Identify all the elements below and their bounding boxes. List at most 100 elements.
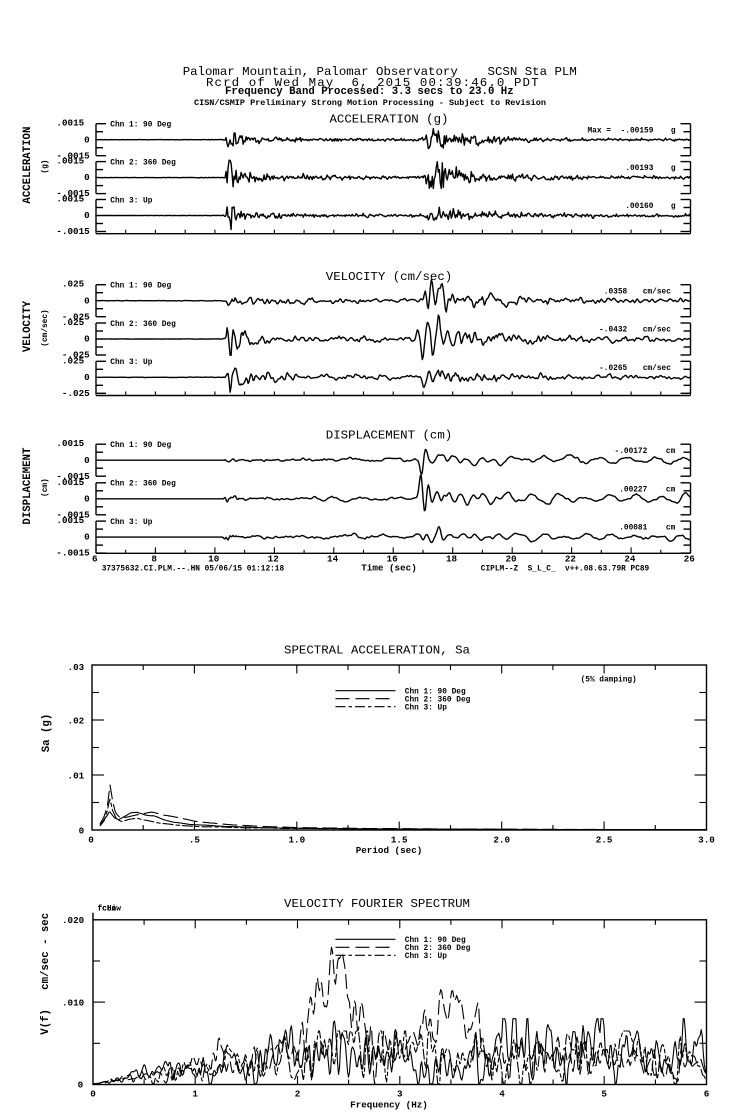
svg-text:20: 20 (505, 554, 517, 565)
svg-text:cm: cm (666, 486, 676, 494)
svg-text:cm: cm (666, 448, 676, 456)
svg-text:Chn 3: Up: Chn 3: Up (110, 359, 152, 367)
svg-text:.020: .020 (62, 915, 85, 926)
svg-text:0: 0 (84, 532, 90, 543)
svg-text:6: 6 (704, 1089, 710, 1100)
svg-text:14: 14 (327, 554, 339, 565)
svg-text:Sa (g): Sa (g) (41, 714, 53, 752)
svg-text:(cm): (cm) (42, 478, 50, 497)
svg-text:-.00172: -.00172 (615, 448, 648, 456)
svg-text:g: g (671, 203, 676, 211)
svg-text:.00081: .00081 (619, 525, 647, 533)
svg-text:Frequency Band Processed: 3.3: Frequency Band Processed: 3.3 secs to 23… (225, 86, 514, 98)
svg-text:(cm/sec): (cm/sec) (42, 309, 50, 346)
svg-text:10: 10 (208, 554, 220, 565)
svg-text:fcHi: fcHi (98, 906, 117, 914)
svg-text:.01: .01 (68, 770, 85, 781)
svg-text:VELOCITY FOURIER SPECTRUM: VELOCITY FOURIER SPECTRUM (284, 897, 470, 911)
svg-text:.0015: .0015 (56, 515, 84, 526)
svg-text:3.0: 3.0 (698, 835, 715, 846)
svg-text:V(f) cm/sec - sec: V(f) cm/sec - sec (40, 913, 52, 1035)
svg-text:0: 0 (84, 455, 90, 466)
svg-text:VELOCITY (cm/sec): VELOCITY (cm/sec) (326, 270, 452, 284)
svg-text:12: 12 (268, 554, 280, 565)
svg-text:Chn 2: 360 Deg: Chn 2: 360 Deg (405, 945, 471, 953)
svg-text:0: 0 (90, 1089, 96, 1100)
svg-text:Chn 2: 360 Deg: Chn 2: 360 Deg (110, 481, 176, 489)
svg-text:.0015: .0015 (56, 477, 84, 488)
svg-text:Chn 2: 360 Deg: Chn 2: 360 Deg (110, 159, 176, 167)
svg-text:-.025: -.025 (62, 311, 90, 322)
svg-text:0: 0 (84, 172, 90, 183)
svg-text:Time (sec): Time (sec) (361, 562, 417, 573)
svg-text:Chn 3: Up: Chn 3: Up (405, 953, 447, 961)
svg-text:0: 0 (84, 134, 90, 145)
svg-text:cm: cm (666, 525, 676, 533)
svg-text:22: 22 (565, 554, 577, 565)
svg-text:.0015: .0015 (56, 194, 84, 205)
svg-text:.025: .025 (62, 317, 85, 328)
svg-text:ACCELERATION (g): ACCELERATION (g) (330, 112, 449, 126)
svg-text:0: 0 (78, 1080, 84, 1091)
svg-text:Frequency (Hz): Frequency (Hz) (350, 1100, 428, 1111)
svg-text:-.0015: -.0015 (56, 150, 90, 161)
svg-text:.00160: .00160 (625, 203, 653, 211)
svg-text:4: 4 (499, 1089, 505, 1100)
svg-text:1: 1 (192, 1089, 198, 1100)
svg-text:2.0: 2.0 (493, 835, 510, 846)
svg-text:8: 8 (151, 554, 157, 565)
svg-text:.0015: .0015 (56, 438, 84, 449)
svg-text:VELOCITY: VELOCITY (22, 300, 34, 352)
svg-text:Chn 2: 360 Deg: Chn 2: 360 Deg (405, 696, 471, 704)
svg-text:-.0015: -.0015 (56, 471, 90, 482)
svg-text:5: 5 (601, 1089, 607, 1100)
svg-text:2.5: 2.5 (596, 835, 613, 846)
svg-text:cm/sec: cm/sec (643, 288, 671, 296)
svg-text:CISN/CSMIP Preliminary Strong: CISN/CSMIP Preliminary Strong Motion Pro… (194, 98, 546, 108)
svg-text:DISPLACEMENT: DISPLACEMENT (22, 447, 34, 525)
svg-text:-.0015: -.0015 (56, 188, 90, 199)
svg-text:-.0015: -.0015 (56, 226, 90, 237)
svg-text:3: 3 (397, 1089, 403, 1100)
svg-text:Palomar Mountain, Palomar Obse: Palomar Mountain, Palomar Observatory SC… (183, 65, 577, 79)
svg-text:ACCELERATION: ACCELERATION (22, 127, 34, 204)
svg-text:-.0015: -.0015 (56, 548, 90, 559)
svg-text:0: 0 (84, 334, 90, 345)
svg-text:fcLow: fcLow (98, 906, 122, 914)
svg-text:.0015: .0015 (56, 156, 84, 167)
svg-text:0: 0 (88, 835, 94, 846)
svg-text:Rcrd of Wed May 6, 2015 00:39: Rcrd of Wed May 6, 2015 00:39:46.0 PDT (206, 76, 540, 90)
svg-text:1.0: 1.0 (288, 835, 305, 846)
svg-text:Chn 1: 90 Deg: Chn 1: 90 Deg (110, 122, 171, 130)
svg-text:cm/sec: cm/sec (643, 365, 671, 373)
svg-text:18: 18 (446, 554, 458, 565)
svg-text:Chn 1: 90 Deg: Chn 1: 90 Deg (405, 937, 466, 945)
svg-text:-.025: -.025 (62, 388, 90, 399)
svg-text:.02: .02 (68, 716, 85, 727)
svg-text:.00227: .00227 (619, 486, 647, 494)
svg-text:(5% damping): (5% damping) (581, 677, 637, 685)
svg-text:.0015: .0015 (56, 118, 84, 129)
svg-text:37375632.CI.PLM.--.HN 05/06/15: 37375632.CI.PLM.--.HN 05/06/15 01:12:18 (102, 566, 285, 574)
svg-text:.025: .025 (62, 355, 85, 366)
svg-text:0: 0 (84, 493, 90, 504)
svg-text:6: 6 (92, 554, 98, 565)
svg-text:Chn 3: Up: Chn 3: Up (405, 704, 447, 712)
svg-text:0: 0 (84, 210, 90, 221)
svg-text:Chn 3: Up: Chn 3: Up (110, 519, 152, 527)
svg-text:26: 26 (684, 554, 696, 565)
svg-text:16: 16 (387, 554, 399, 565)
svg-text:Chn 2: 360 Deg: Chn 2: 360 Deg (110, 321, 176, 329)
svg-text:24: 24 (624, 554, 636, 565)
svg-text:.03: .03 (68, 662, 85, 673)
svg-text:0: 0 (84, 295, 90, 306)
svg-text:0: 0 (84, 372, 90, 383)
svg-text:.0358: .0358 (604, 288, 628, 296)
svg-text:cm/sec: cm/sec (643, 327, 671, 335)
svg-text:-.025: -.025 (62, 350, 90, 361)
svg-text:SPECTRAL ACCELERATION, Sa: SPECTRAL ACCELERATION, Sa (284, 643, 470, 657)
svg-text:.025: .025 (62, 279, 85, 290)
svg-text:0: 0 (79, 826, 85, 837)
svg-text:.5: .5 (189, 835, 201, 846)
svg-text:Chn 1: 90 Deg: Chn 1: 90 Deg (110, 283, 171, 291)
